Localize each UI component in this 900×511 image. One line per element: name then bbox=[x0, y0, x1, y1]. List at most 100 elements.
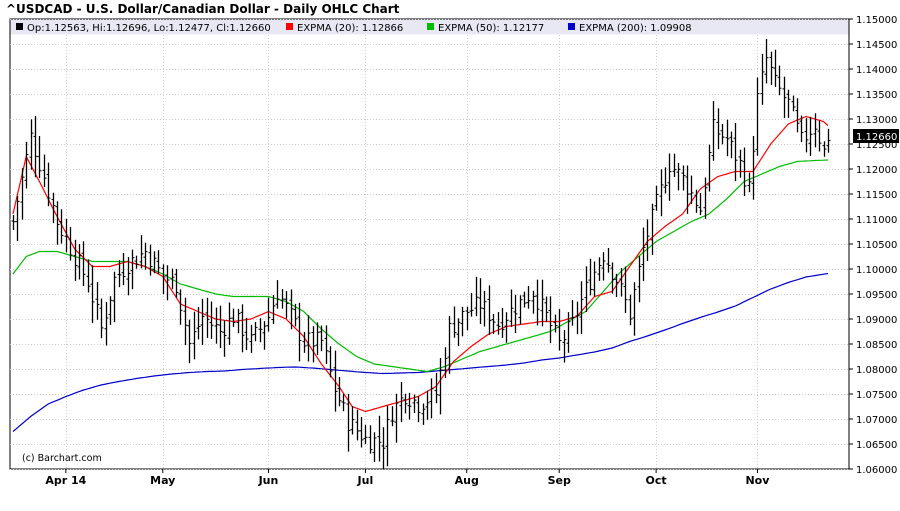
ohlc-bar bbox=[584, 266, 589, 312]
ohlc-bar bbox=[275, 280, 280, 309]
y-tick-label: 1.14500 bbox=[856, 40, 897, 51]
ohlc-bar bbox=[311, 326, 316, 363]
ohlc-bar bbox=[192, 311, 197, 360]
ohlc-bar bbox=[81, 241, 86, 287]
legend-label-ema20: EXPMA (20): 1.12866 bbox=[297, 23, 403, 34]
ohlc-bar bbox=[535, 279, 540, 326]
ohlc-bar bbox=[355, 409, 360, 441]
ohlc-bar bbox=[769, 51, 774, 85]
ohlc-bar bbox=[526, 286, 531, 309]
ohlc-bar bbox=[104, 302, 109, 346]
ohlc-bar bbox=[773, 49, 778, 87]
ohlc-bar bbox=[51, 192, 56, 224]
ohlc-bar bbox=[813, 113, 818, 148]
ohlc-bar bbox=[826, 128, 831, 153]
ohlc-bar bbox=[134, 255, 139, 269]
ohlc-bar bbox=[782, 76, 787, 119]
x-tick-label: Aug bbox=[455, 474, 479, 487]
ohlc-bar bbox=[698, 193, 703, 216]
ohlc-bar bbox=[601, 252, 606, 281]
ohlc-bar bbox=[284, 291, 289, 319]
ohlc-bar bbox=[447, 315, 452, 374]
ohlc-bar bbox=[152, 251, 157, 274]
ohlc-bar bbox=[33, 116, 38, 178]
ohlc-bar bbox=[258, 318, 263, 343]
x-tick-label: Nov bbox=[745, 474, 770, 487]
ohlc-bar bbox=[619, 268, 624, 297]
ohlc-bar bbox=[592, 261, 597, 297]
ohlc-bar bbox=[804, 118, 809, 153]
ohlc-bar bbox=[11, 215, 16, 230]
ohlc-bar bbox=[68, 227, 73, 261]
ohlc-bar bbox=[156, 250, 161, 274]
legend-swatch-ema50 bbox=[427, 23, 434, 30]
y-tick-label: 1.11000 bbox=[856, 215, 897, 226]
ohlc-bar bbox=[725, 119, 730, 157]
ohlc-bar bbox=[654, 185, 659, 211]
y-tick-label: 1.08000 bbox=[856, 365, 897, 376]
ohlc-bar bbox=[681, 165, 686, 191]
ohlc-bar bbox=[518, 295, 523, 325]
ohlc-bar bbox=[73, 239, 78, 281]
ohlc-bar bbox=[117, 260, 122, 288]
credit-text: (c) Barchart.com bbox=[22, 453, 102, 464]
ohlc-bar bbox=[799, 115, 804, 143]
y-tick-label: 1.09000 bbox=[856, 315, 897, 326]
ohlc-bar bbox=[637, 256, 642, 303]
ohlc-bar bbox=[522, 291, 527, 308]
y-tick-label: 1.10500 bbox=[856, 240, 897, 251]
ohlc-bar bbox=[764, 39, 769, 84]
ohlc-bar bbox=[645, 219, 650, 261]
y-tick-label: 1.14000 bbox=[856, 65, 897, 76]
ohlc-bar bbox=[628, 294, 633, 326]
ohlc-bar bbox=[562, 330, 567, 363]
ohlc-bar bbox=[337, 377, 342, 407]
ohlc-bar bbox=[663, 167, 668, 194]
ohlc-bar bbox=[350, 406, 355, 435]
legend-swatch-price bbox=[16, 23, 23, 30]
ohlc-bar bbox=[390, 406, 395, 427]
ohlc-bar bbox=[588, 258, 593, 296]
ohlc-bar bbox=[711, 101, 716, 161]
ohlc-bar bbox=[328, 346, 333, 378]
ohlc-bar bbox=[482, 290, 487, 327]
ohlc-bar bbox=[742, 147, 747, 196]
ohlc-bar bbox=[817, 120, 822, 152]
ohlc-bar bbox=[266, 297, 271, 332]
ohlc-bar bbox=[59, 209, 64, 244]
ohlc-bar bbox=[570, 300, 575, 326]
ohlc-bar bbox=[29, 119, 34, 170]
ohlc-bar bbox=[733, 123, 738, 182]
ohlc-bar bbox=[99, 298, 104, 339]
ohlc-bar bbox=[214, 307, 219, 344]
ohlc-bar bbox=[738, 149, 743, 178]
ohlc-bar bbox=[548, 296, 553, 344]
ohlc-bar bbox=[236, 308, 241, 334]
ohlc-bar bbox=[575, 301, 580, 335]
ohlc-bar bbox=[161, 264, 166, 295]
ohlc-bar bbox=[108, 296, 113, 325]
y-tick-label: 1.09500 bbox=[856, 290, 897, 301]
chart-title: ^USDCAD - U.S. Dollar/Canadian Dollar - … bbox=[6, 2, 400, 16]
y-tick-label: 1.13000 bbox=[856, 115, 897, 126]
ohlc-bar bbox=[610, 262, 615, 294]
ohlc-bar bbox=[183, 297, 188, 346]
y-axis: 1.06000 1.06500 1.07000 1.07500 1.08000 1.085… bbox=[849, 15, 899, 476]
ohlc-bar bbox=[403, 393, 408, 414]
ohlc-bar bbox=[491, 314, 496, 334]
legend-label-ema50: EXPMA (50): 1.12177 bbox=[438, 23, 544, 34]
ohlc-bar bbox=[170, 268, 175, 290]
ohlc-bar bbox=[557, 309, 562, 351]
x-tick-label: Jun bbox=[258, 474, 279, 487]
ohlc-bar bbox=[747, 172, 752, 193]
ohlc-bar bbox=[381, 427, 386, 470]
ohlc-bar bbox=[667, 153, 672, 201]
ohlc-bar bbox=[509, 289, 514, 327]
ohlc-bar bbox=[55, 201, 60, 245]
ohlc-bar bbox=[465, 306, 470, 331]
ohlc-bar bbox=[333, 350, 338, 412]
ohlc-bar bbox=[597, 257, 602, 281]
legend-bar: Op:1.12563, Hi:1.12696, Lo:1.12477, Cl:1… bbox=[10, 19, 849, 35]
legend-label-ema200: EXPMA (200): 1.09908 bbox=[579, 23, 692, 34]
